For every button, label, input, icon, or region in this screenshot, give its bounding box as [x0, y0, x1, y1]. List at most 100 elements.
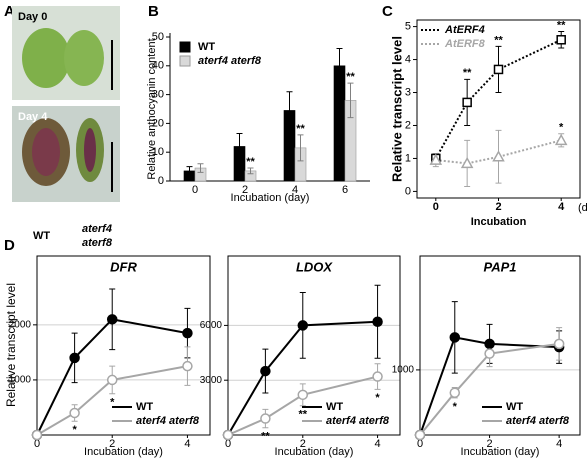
panel-label: C [382, 3, 393, 20]
error-bar [236, 132, 243, 160]
series-line [227, 320, 378, 436]
marker [449, 332, 461, 343]
significance-mark: * [559, 122, 564, 134]
marker [260, 365, 271, 377]
y-tick-label: 4 [405, 53, 411, 65]
marker [106, 314, 118, 325]
x-tick-label: 0 [417, 438, 423, 450]
y-tick-label: 6000 [200, 320, 223, 331]
error-bar [347, 82, 354, 119]
marker [69, 352, 80, 364]
marker [492, 150, 505, 162]
plot-frame [227, 255, 401, 436]
significance-mark: * [110, 397, 115, 409]
plot-frame [36, 255, 211, 436]
panel-label: B [148, 3, 159, 20]
error-bar [297, 134, 304, 162]
legend-label: WT [326, 401, 343, 413]
legend-label: aterf4 aterf8 [136, 415, 200, 427]
photo-panel: Day 0 Day 4 WT aterf4 aterf8 [12, 6, 120, 249]
marker [554, 133, 568, 146]
leaf-pigment [84, 128, 96, 172]
y-tick-label: 1000 [9, 375, 32, 386]
y-tick-label: 50 [152, 31, 164, 43]
significance-mark: ** [346, 71, 355, 83]
error-bar [336, 48, 343, 84]
x-tick-label: 4 [558, 201, 565, 213]
genotype-label: aterf4 [82, 223, 112, 235]
legend-label: aterf4 aterf8 [198, 55, 262, 67]
marker [182, 360, 193, 372]
marker [260, 413, 271, 424]
y-axis-title: Relative transcript level [4, 283, 18, 407]
y-tick-label: 30 [152, 89, 164, 101]
photo-label: Day 0 [18, 11, 47, 23]
x-tick-label: 2 [495, 201, 501, 213]
significance-mark: * [453, 401, 458, 413]
x-axis-title: Incubation (day) [231, 192, 310, 204]
marker [182, 327, 193, 339]
x-tick-label: 4 [556, 438, 562, 450]
x-axis-title: Incubation (day) [461, 446, 540, 458]
x-axis-unit: (day) [578, 202, 587, 214]
marker [484, 338, 495, 350]
marker [462, 97, 472, 108]
x-tick-label: 2 [487, 438, 493, 450]
marker [222, 429, 234, 441]
photo-label: Day 4 [18, 111, 48, 123]
chart-title: DFR [110, 259, 137, 274]
series-line [36, 318, 188, 436]
legend-label: AtERF8 [444, 38, 486, 50]
x-tick-label: 0 [433, 201, 439, 213]
significance-mark: * [72, 424, 77, 436]
x-tick-label: 0 [225, 438, 231, 450]
series-line [227, 375, 378, 436]
marker [372, 371, 383, 382]
series-line [419, 342, 560, 436]
significance-mark: ** [299, 409, 308, 421]
y-tick-label: 0 [405, 185, 411, 197]
x-tick-label: 0 [34, 438, 40, 450]
significance-mark: ** [246, 156, 255, 168]
x-tick-label: 4 [292, 184, 298, 196]
genotype-label: WT [33, 230, 50, 242]
error-bar [286, 91, 293, 130]
marker [31, 429, 43, 441]
legend-label: aterf4 aterf8 [506, 415, 570, 427]
significance-mark: ** [296, 123, 305, 135]
y-axis-title: Relative transcript level [389, 36, 404, 182]
marker [414, 429, 426, 441]
y-tick-label: 3 [405, 86, 411, 98]
x-tick-label: 4 [184, 438, 190, 450]
significance-mark: * [375, 392, 380, 404]
x-axis-title: Incubation (day) [275, 446, 354, 458]
marker [553, 338, 565, 350]
marker [556, 35, 566, 45]
legend-swatch [179, 55, 191, 67]
panel-label: D [4, 237, 15, 254]
significance-mark: ** [261, 431, 270, 443]
leaf [22, 28, 70, 88]
leaf-pigment [32, 128, 60, 176]
y-tick-label: 1 [405, 152, 411, 164]
y-tick-label: 40 [152, 60, 164, 72]
x-tick-label: 2 [242, 184, 248, 196]
x-tick-label: 6 [342, 184, 348, 196]
legend-label: WT [136, 401, 153, 413]
marker [484, 348, 495, 359]
y-tick-label: 2 [405, 119, 411, 131]
error-bar [197, 163, 204, 173]
marker [460, 156, 474, 169]
plot-frame [419, 255, 581, 436]
y-tick-label: 3000 [200, 375, 223, 386]
x-tick-label: 2 [109, 438, 115, 450]
significance-mark: ** [494, 34, 503, 46]
legend-label: WT [198, 41, 215, 53]
marker [449, 387, 461, 398]
marker [429, 153, 443, 165]
marker [297, 320, 309, 331]
marker [372, 316, 383, 328]
marker [493, 64, 504, 75]
genotype-label: aterf8 [82, 237, 113, 249]
